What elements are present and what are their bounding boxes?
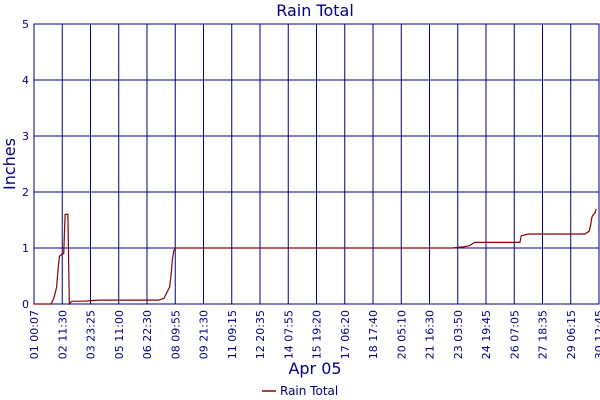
series-line-rain-total — [34, 208, 597, 306]
x-tick-label: 26 07:05 — [508, 310, 521, 359]
x-tick-label: 17 06:20 — [339, 310, 352, 359]
chart-title: Rain Total — [276, 1, 354, 20]
x-tick-label: 29 06:15 — [565, 310, 578, 359]
x-tick-label: 06 22:30 — [141, 310, 154, 359]
x-tick-label: 18 17:40 — [367, 310, 380, 359]
y-axis-ticks: 0 1 2 3 4 5 — [22, 18, 29, 311]
y-tick-label: 5 — [22, 18, 29, 31]
y-tick-label: 1 — [22, 242, 29, 255]
x-tick-label: 05 11:00 — [113, 310, 126, 359]
x-tick-label: 09 21:30 — [198, 310, 211, 359]
x-tick-label: 23 03:50 — [452, 310, 465, 359]
y-tick-label: 3 — [22, 130, 29, 143]
legend-label: Rain Total — [280, 384, 338, 398]
x-tick-label: 27 18:35 — [537, 310, 550, 359]
legend: Rain Total — [262, 384, 338, 398]
x-axis-label: Apr 05 — [288, 359, 341, 378]
plot-border — [33, 23, 600, 305]
x-tick-label: 01 00:07 — [28, 310, 41, 359]
x-tick-label: 21 16:30 — [424, 310, 437, 359]
x-tick-label: 15 19:20 — [311, 310, 324, 359]
x-tick-label: 12 20:35 — [254, 310, 267, 359]
y-axis-label: Inches — [0, 138, 19, 190]
y-tick-label: 2 — [22, 186, 29, 199]
x-axis-ticks: 01 00:07 02 11:30 03 23:25 05 11:00 06 22:30… — [28, 310, 600, 359]
x-tick-label: 14 07:55 — [282, 310, 295, 359]
x-tick-label: 11 09:15 — [226, 310, 239, 359]
y-tick-label: 4 — [22, 74, 29, 87]
y-tick-label: 0 — [22, 298, 29, 311]
x-tick-label: 08 09:55 — [169, 310, 182, 359]
x-tick-label: 24 19:45 — [480, 310, 493, 359]
x-tick-label: 30 12:45 — [593, 310, 600, 359]
grid — [33, 23, 600, 305]
x-tick-label: 20 05:10 — [395, 310, 408, 359]
x-tick-label: 03 23:25 — [85, 310, 98, 359]
x-tick-label: 02 11:30 — [56, 310, 69, 359]
